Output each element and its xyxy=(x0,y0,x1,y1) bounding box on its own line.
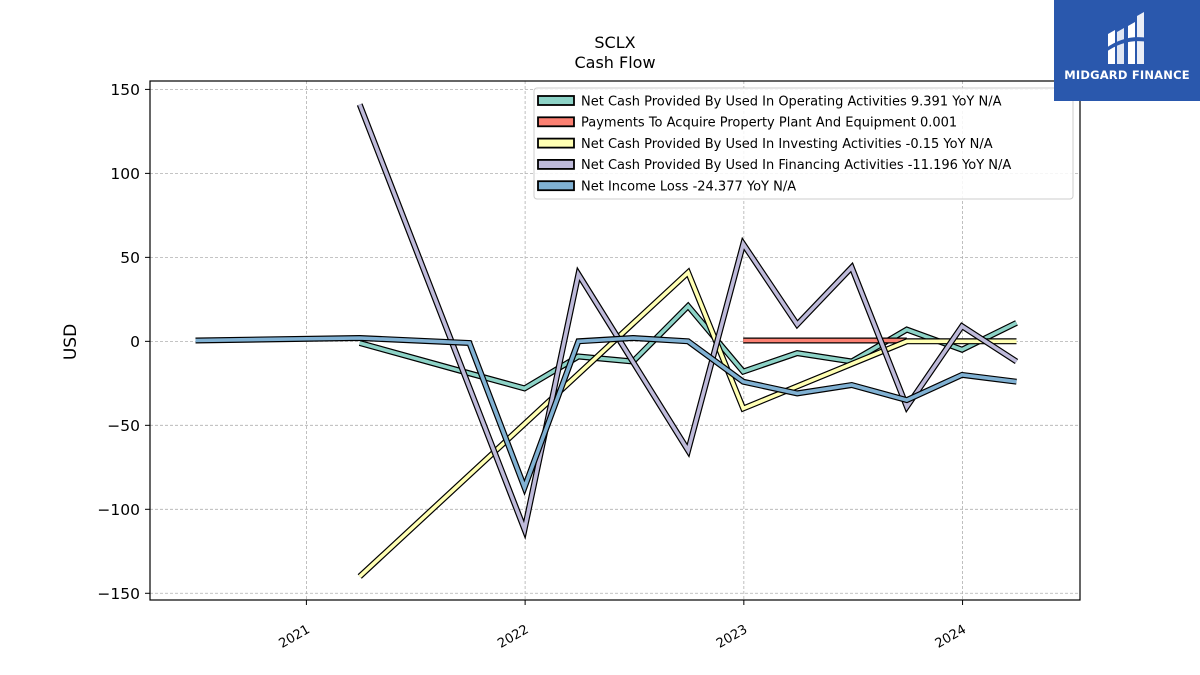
series-line xyxy=(359,303,1018,391)
legend-label: Payments To Acquire Property Plant And E… xyxy=(581,116,957,131)
y-axis: 150 100 50 0 −50 −100 −150 xyxy=(97,81,150,603)
legend-swatch xyxy=(537,180,575,192)
y-axis-label: USD xyxy=(61,324,81,360)
series-line xyxy=(358,269,1017,578)
x-tick-label: 2022 xyxy=(495,622,531,652)
legend-box xyxy=(533,87,1074,200)
y-tick-label: 50 xyxy=(120,249,140,267)
midgard-m-icon xyxy=(1106,12,1148,64)
chart-title: SCLX xyxy=(594,33,635,52)
legend: Net Cash Provided By Used In Operating A… xyxy=(533,87,1074,200)
legend-swatch xyxy=(537,95,575,106)
legend-swatch xyxy=(537,137,575,149)
legend-swatch xyxy=(537,116,575,128)
brand-logo: MIDGARD FINANCE xyxy=(1054,0,1200,101)
plot-frame xyxy=(149,80,1081,601)
series-net-cash-provided-by-used-in-financing-activities xyxy=(356,103,1019,540)
x-tick-label: 2023 xyxy=(714,622,750,652)
legend-label: Net Income Loss -24.377 YoY N/A xyxy=(581,180,796,195)
y-tick-label: 0 xyxy=(130,333,140,351)
y-tick-label: 150 xyxy=(110,81,140,99)
series-line xyxy=(358,103,1018,536)
x-tick-label: 2021 xyxy=(277,622,313,652)
legend-label: Net Cash Provided By Used In Operating A… xyxy=(581,94,1002,109)
y-tick-label: 100 xyxy=(110,165,140,183)
series-outline xyxy=(358,301,1018,392)
y-tick-label: −50 xyxy=(107,417,140,435)
x-axis: 2021 2022 2023 2024 xyxy=(277,600,969,652)
y-tick-label: −100 xyxy=(97,501,140,519)
legend-label: Net Cash Provided By Used In Investing A… xyxy=(581,137,993,152)
legend-swatch xyxy=(537,158,575,170)
series-outline xyxy=(357,267,1017,579)
y-tick-label: −150 xyxy=(97,585,140,603)
series-net-cash-provided-by-used-in-operating-activities xyxy=(358,301,1018,392)
series-lines xyxy=(195,103,1019,579)
series-net-cash-provided-by-used-in-investing-activities xyxy=(357,267,1017,579)
chart-subtitle: Cash Flow xyxy=(574,53,655,72)
series-net-income-loss xyxy=(195,334,1017,497)
legend-label: Net Cash Provided By Used In Financing A… xyxy=(581,158,1011,173)
series-line xyxy=(195,336,1017,493)
x-tick-label: 2024 xyxy=(933,622,969,652)
brand-name: MIDGARD FINANCE xyxy=(1064,68,1190,82)
